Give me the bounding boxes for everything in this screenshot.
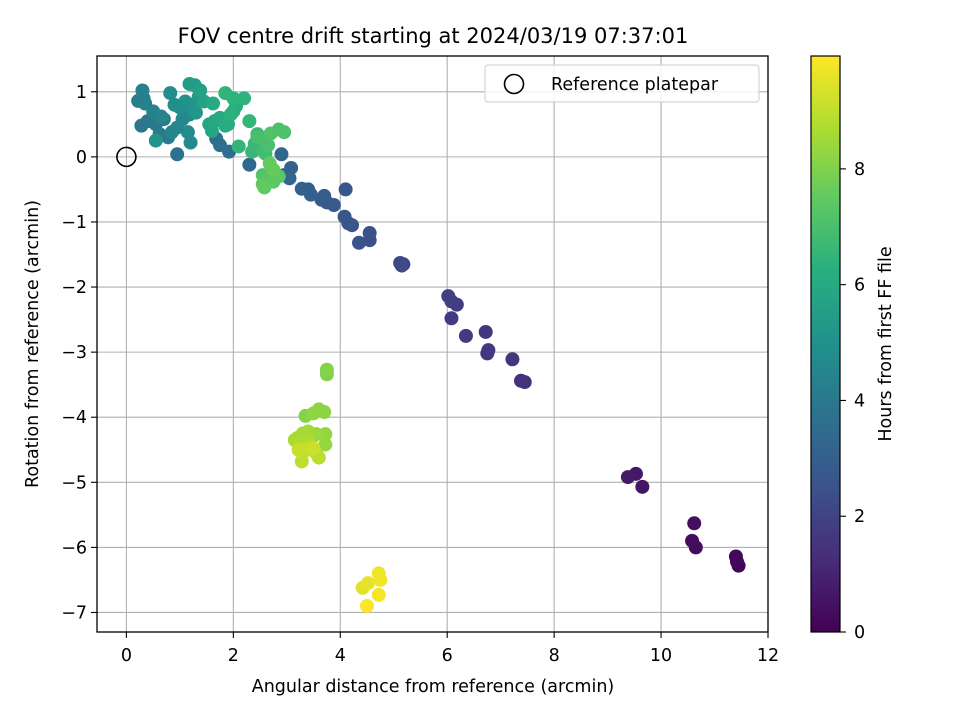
x-tick-label: 2 — [228, 646, 239, 666]
data-point — [218, 86, 233, 101]
data-point — [263, 126, 278, 141]
data-point — [250, 130, 265, 145]
data-point — [277, 125, 292, 140]
data-point — [351, 235, 366, 250]
chart-title: FOV centre drift starting at 2024/03/19 … — [178, 24, 689, 48]
x-tick-label: 8 — [549, 646, 560, 666]
legend-box — [484, 64, 760, 103]
data-point — [261, 138, 276, 153]
colorbar-gradient — [810, 55, 841, 633]
data-point — [188, 105, 203, 120]
colorbar-tick-label: 8 — [854, 160, 865, 180]
x-tick-label: 0 — [121, 646, 132, 666]
data-points — [131, 76, 746, 613]
colorbar-tick-label: 2 — [854, 507, 865, 527]
plot-frame — [96, 55, 769, 633]
data-point — [231, 139, 246, 154]
data-point — [257, 180, 272, 195]
reference-marker — [116, 146, 137, 168]
data-point — [135, 83, 150, 98]
data-point — [373, 572, 388, 587]
data-point — [338, 182, 353, 197]
x-tick-label: 10 — [650, 646, 672, 666]
y-axis-label: Rotation from reference (arcmin) — [23, 200, 43, 488]
data-point — [687, 516, 702, 531]
x-axis-label: Angular distance from reference (arcmin) — [252, 677, 615, 697]
y-tick-label: −2 — [61, 278, 87, 298]
data-point — [303, 187, 318, 202]
data-point — [163, 86, 178, 101]
data-point — [170, 147, 185, 162]
data-point — [361, 576, 376, 591]
data-point — [394, 258, 409, 273]
data-point — [148, 133, 163, 148]
colorbar: 0 2 4 6 8 Hours from first FF file — [810, 55, 896, 643]
data-point — [620, 470, 635, 485]
data-point — [635, 479, 650, 494]
grid-lines — [97, 56, 769, 632]
data-point — [362, 226, 377, 241]
data-point — [266, 162, 281, 177]
reference-platepar-point — [116, 146, 137, 168]
data-point — [306, 406, 321, 421]
data-point — [458, 328, 473, 343]
colorbar-label: Hours from first FF file — [876, 246, 896, 441]
data-point — [441, 289, 456, 304]
data-point — [274, 147, 289, 162]
data-point — [317, 405, 332, 420]
data-point — [193, 83, 208, 98]
data-point — [291, 442, 306, 457]
data-point — [154, 109, 169, 124]
data-point — [505, 352, 520, 367]
x-tick-label: 12 — [757, 646, 779, 666]
y-tick-label: −5 — [61, 473, 87, 493]
colorbar-ticks: 0 2 4 6 8 — [840, 160, 865, 643]
data-point — [513, 373, 528, 388]
data-point — [444, 311, 459, 326]
colorbar-tick-label: 4 — [854, 391, 865, 411]
legend-marker-icon — [503, 73, 525, 95]
data-point — [206, 96, 221, 111]
y-tick-label: −6 — [61, 538, 87, 558]
data-point — [360, 598, 375, 613]
y-tick-label: −4 — [61, 408, 87, 428]
data-point — [318, 437, 333, 452]
x-axis-ticks: 0 2 4 6 8 10 12 — [121, 632, 779, 666]
legend: Reference platepar — [484, 64, 760, 103]
data-point — [478, 324, 493, 339]
data-point — [242, 157, 257, 172]
data-point — [481, 343, 496, 358]
colorbar-tick-label: 6 — [854, 276, 865, 296]
data-point — [306, 441, 321, 456]
data-point — [728, 549, 743, 564]
data-point — [685, 533, 700, 548]
data-point — [282, 171, 297, 186]
data-point — [317, 188, 332, 203]
data-point — [337, 209, 352, 224]
y-tick-label: 0 — [76, 148, 87, 168]
data-point — [223, 107, 238, 122]
data-point — [371, 587, 386, 602]
y-tick-label: 1 — [76, 83, 87, 103]
x-tick-label: 4 — [335, 646, 346, 666]
colorbar-tick-label: 0 — [854, 623, 865, 643]
data-point — [319, 362, 334, 377]
legend-entry-reference-platepar: Reference platepar — [551, 75, 719, 95]
x-tick-label: 6 — [442, 646, 453, 666]
y-tick-label: −7 — [61, 603, 87, 623]
data-point — [180, 125, 195, 140]
y-tick-label: −3 — [61, 343, 87, 363]
data-point — [242, 114, 257, 129]
y-tick-label: −1 — [61, 213, 87, 233]
y-axis-ticks: 1 0 −1 −2 −3 −4 −5 −6 −7 — [61, 83, 97, 623]
data-point — [237, 91, 252, 106]
